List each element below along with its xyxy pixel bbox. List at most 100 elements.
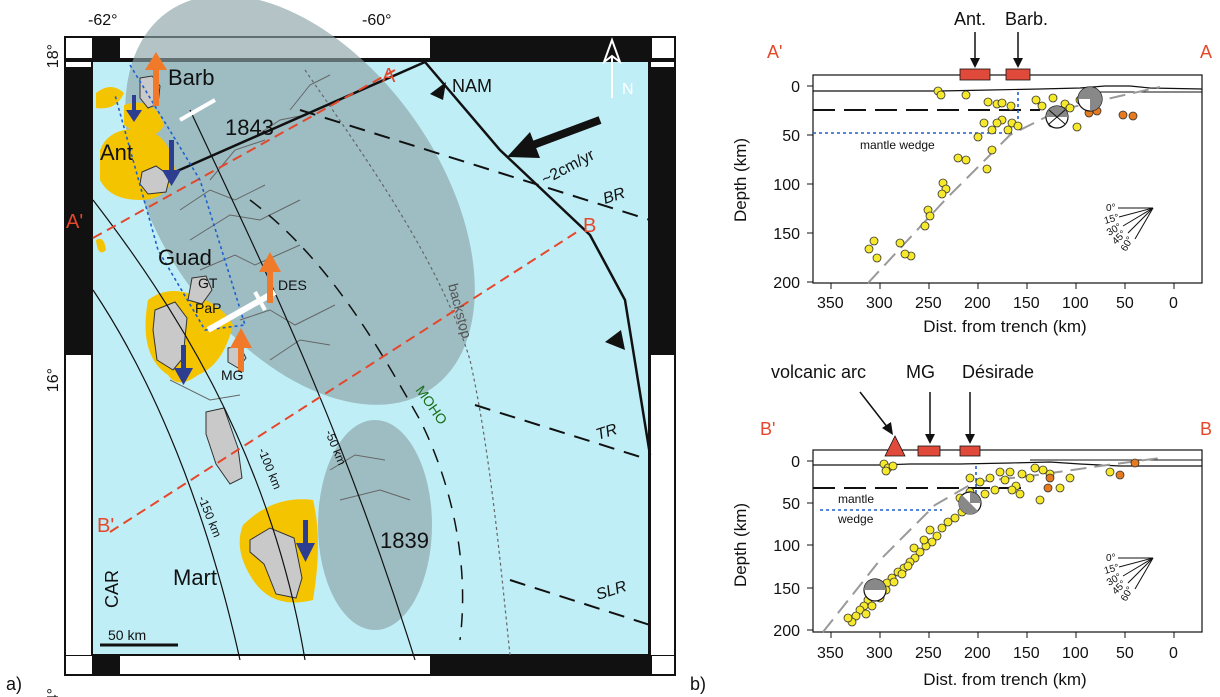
section-a-xtick: 50: [1116, 295, 1134, 312]
label-profile-a: A: [382, 65, 396, 87]
contour-100km: [92, 199, 306, 661]
uplift-arrows: [145, 52, 281, 372]
section-a-barb-bar: [1005, 68, 1031, 81]
label-profile-a-prime: A': [66, 211, 83, 233]
label-gt: GT: [198, 275, 218, 291]
section-a-xtick: 150: [1013, 295, 1040, 312]
section-b-mg-label: MG: [906, 362, 935, 382]
convergence-arrow: [523, 116, 602, 152]
section-a-xlabel: Dist. from trench (km): [923, 317, 1086, 336]
trench-tooth: [605, 330, 625, 350]
section-b-xtick: 300: [866, 645, 893, 662]
label-barb: Barb: [168, 65, 214, 90]
label-pap: PaP: [195, 300, 221, 316]
barracuda-ridge: [299, 109, 651, 221]
label-car: CAR: [102, 570, 122, 608]
section-b-ytick: 150: [773, 581, 800, 598]
section-a-left-label: A': [767, 42, 782, 62]
section-b-wedge-label-2: wedge: [837, 512, 874, 526]
grande-terre-island: [187, 275, 213, 305]
fault-network: [169, 74, 411, 501]
trench-line: [424, 61, 652, 456]
frame-segment: [66, 38, 92, 58]
label-br: BR: [601, 185, 628, 208]
section-b-ytick: 100: [773, 538, 800, 555]
frame-segment: [66, 355, 91, 655]
section-a-xtick: 100: [1062, 295, 1089, 312]
section-a-right-label: A: [1200, 42, 1212, 62]
strain-bar: [253, 291, 267, 311]
section-a-xtick: 300: [866, 295, 893, 312]
section-b-des-label: Désirade: [962, 362, 1034, 382]
section-b-xtick: 250: [915, 645, 942, 662]
frame-segment: [66, 656, 92, 674]
island-halo: [96, 87, 124, 109]
section-a-ant-bar: [959, 68, 991, 81]
panel-label-a: a): [6, 674, 22, 694]
strain-bar: [206, 289, 277, 333]
scale-label: 50 km: [108, 627, 146, 643]
section-b-ytick: 200: [773, 623, 800, 640]
section-b-xtick: 0: [1169, 645, 1178, 662]
label-tr: TR: [594, 421, 620, 444]
section-a-dip-fan: [1118, 207, 1154, 240]
section-b-focal-mechanisms: [863, 491, 982, 602]
section-b-xtick: 100: [1062, 645, 1089, 662]
section-b-dip-fan: [1118, 557, 1154, 590]
profile-a-line: [92, 69, 396, 239]
section-b-mg-bar: [917, 445, 941, 457]
label-ant: Ant: [100, 140, 133, 165]
swath-outline: [114, 64, 247, 331]
section-a-xtick: 200: [964, 295, 991, 312]
section-b-xtick: 150: [1013, 645, 1040, 662]
section-a-ytick: 0: [791, 79, 800, 96]
section-b-xtick: 200: [964, 645, 991, 662]
section-a-ytick: 100: [773, 177, 800, 194]
section-a-focal-mechanisms: [1045, 86, 1103, 129]
frame-segment: [651, 355, 674, 655]
lat-tick-18: 18°: [45, 44, 62, 68]
section-b-xlabel: Dist. from trench (km): [923, 670, 1086, 689]
section-b-arc-label: volcanic arc: [771, 362, 866, 382]
subsidence-arrows: [126, 95, 315, 562]
label-mg: MG: [221, 367, 244, 383]
section-a-ticks: [807, 85, 1175, 289]
martinique-island: [249, 527, 303, 599]
cross-section-b: volcanic arc MG Désirade B' B mantle wed…: [731, 362, 1212, 689]
section-b-dip-0: 0°: [1106, 553, 1116, 564]
lat-tick-16: 16°: [45, 368, 62, 392]
section-b-ytick: 0: [791, 454, 800, 471]
trench-tooth: [430, 82, 446, 100]
section-b-quakes: [843, 459, 1115, 627]
island-halo: [96, 238, 106, 253]
section-a-xtick: 0: [1169, 295, 1178, 312]
section-a-wedge-label: mantle wedge: [860, 138, 935, 152]
label-des: DES: [278, 277, 307, 293]
section-b-des-bar: [959, 445, 981, 457]
frame-segment: [652, 656, 674, 674]
lon-tick-62: -62°: [88, 12, 118, 29]
section-a-dip-0: 0°: [1106, 203, 1116, 214]
dominica-island: [205, 407, 243, 485]
frame-segment: [120, 656, 430, 674]
section-a-topography: [813, 85, 1203, 92]
section-a-dip-15: 15°: [1103, 212, 1120, 227]
tiburon-ridge: [474, 404, 651, 461]
label-profile-b: B: [583, 215, 596, 237]
lon-tick-60: -60°: [362, 12, 392, 29]
section-b-ticks: [807, 460, 1175, 638]
label-profile-b-prime: B': [97, 515, 114, 537]
north-arrow: N: [601, 37, 634, 98]
contour-150km: [92, 289, 241, 661]
section-b-xtick: 50: [1116, 645, 1134, 662]
section-a-xtick: 250: [915, 295, 942, 312]
map-panel: N 50 km -62° -60° 18° 16° 14° Barb Ant G…: [6, 0, 676, 697]
label-1839: 1839: [380, 528, 429, 553]
section-b-left-label: B': [760, 419, 775, 439]
section-b-ylabel: Depth (km): [731, 503, 750, 587]
profile-b-line: [109, 229, 581, 533]
section-b-ytick: 50: [782, 496, 800, 513]
section-a-ytick: 50: [782, 128, 800, 145]
section-b-dip-15: 15°: [1103, 562, 1120, 577]
frame-segment: [651, 62, 674, 67]
